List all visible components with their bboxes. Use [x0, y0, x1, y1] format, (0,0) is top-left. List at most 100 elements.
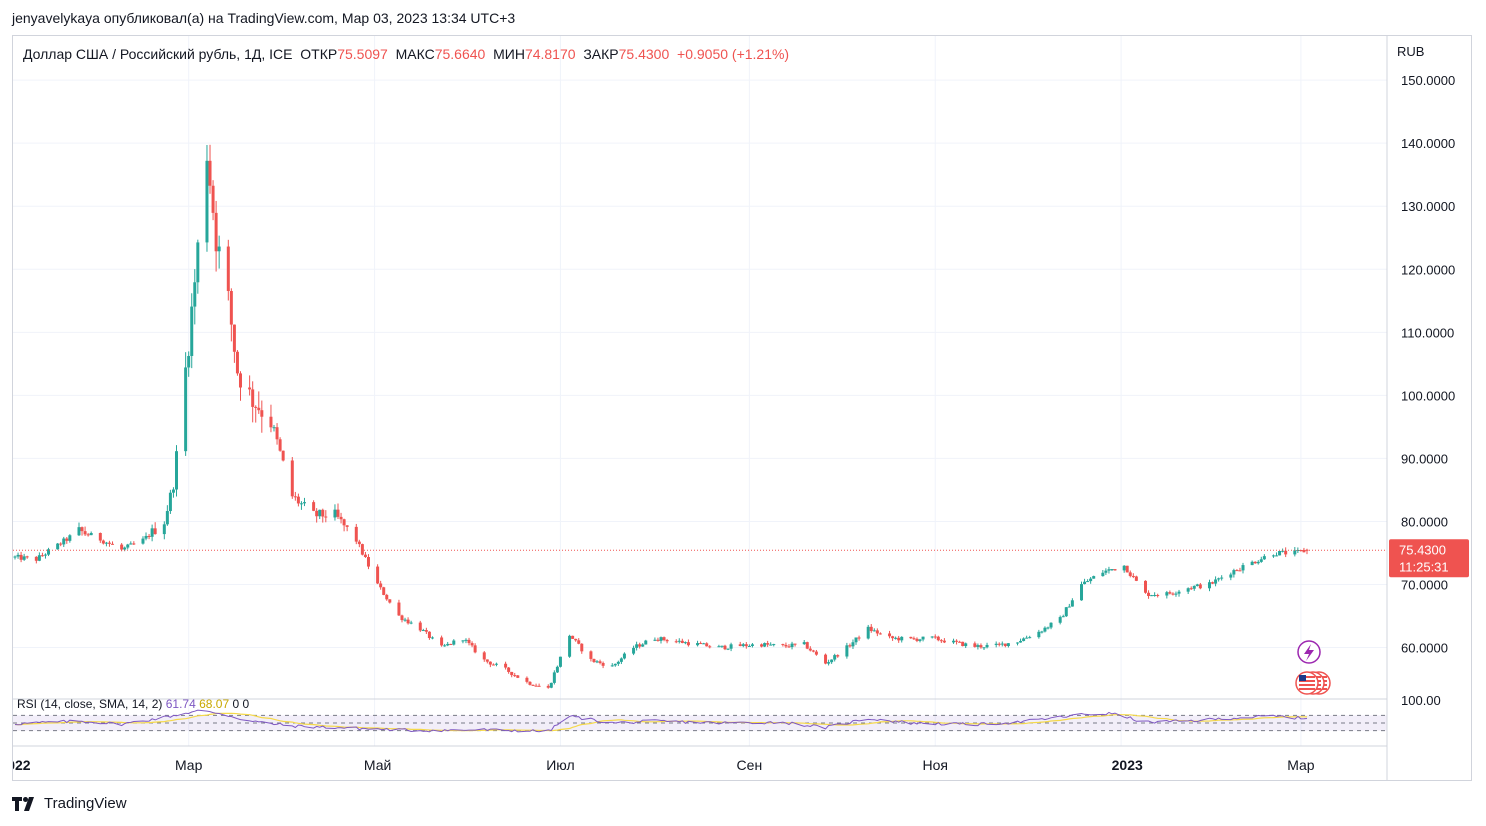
candle-body — [793, 643, 797, 645]
candle-body — [595, 661, 599, 663]
candle-body — [302, 502, 306, 504]
candle-body — [485, 659, 489, 662]
candle-body — [208, 160, 212, 186]
candle-body — [1198, 584, 1202, 589]
candle-body — [827, 662, 831, 664]
candle-body — [461, 640, 465, 642]
candle-body — [19, 554, 23, 560]
candle-body — [366, 557, 370, 567]
candle-body — [59, 543, 63, 545]
candle-body — [446, 643, 450, 646]
candle-body — [111, 543, 115, 545]
rsi-extra: 0 0 — [232, 697, 249, 711]
candle-body — [875, 630, 879, 634]
candle-body — [293, 496, 297, 498]
candle-body — [318, 509, 322, 517]
candle-body — [1302, 550, 1306, 553]
ohlc-legend: Доллар США / Российский рубль, 1Д, ICE О… — [23, 46, 789, 62]
candle-body — [43, 554, 47, 556]
candle-body — [150, 528, 154, 537]
candle-body — [1189, 588, 1193, 590]
candle-body — [589, 651, 593, 659]
candle-body — [513, 675, 517, 677]
candle-body — [193, 282, 197, 307]
price-tick-label: 70.0000 — [1401, 578, 1448, 593]
candle-body — [997, 643, 1001, 645]
candle-body — [1229, 574, 1233, 578]
candle-body — [525, 677, 529, 682]
candle-body — [1217, 578, 1221, 580]
candle-body — [744, 644, 748, 647]
candle-body — [482, 652, 486, 660]
candle-body — [1171, 593, 1175, 595]
candle-body — [644, 640, 648, 645]
candle-body — [342, 519, 346, 526]
candle-body — [251, 389, 255, 407]
candle-body — [205, 160, 209, 243]
candle-body — [1214, 579, 1218, 584]
candle-body — [424, 630, 428, 632]
candle-body — [299, 503, 303, 505]
candle-body — [851, 642, 855, 647]
candle-body — [1061, 616, 1065, 618]
candle-body — [750, 644, 754, 646]
candle-body — [1019, 640, 1023, 643]
rsi-value: 61.74 — [166, 697, 199, 711]
candle-body — [184, 367, 188, 452]
candle-body — [235, 351, 239, 374]
candle-body — [747, 645, 751, 647]
candle-body — [683, 642, 687, 644]
candle-body — [296, 496, 300, 504]
time-tick-label: 2023 — [1112, 757, 1143, 773]
candle-body — [272, 427, 276, 429]
candle-body — [632, 647, 636, 654]
candle-body — [802, 642, 806, 645]
candle-body — [56, 543, 60, 550]
candle-body — [613, 663, 617, 666]
candle-body — [1241, 565, 1245, 571]
candle-body — [129, 543, 133, 545]
rsi-pane: RSI (14, close, SMA, 14, 2) 61.74 68.07 … — [13, 697, 1387, 747]
candle-body — [994, 643, 998, 645]
candle-body — [1147, 592, 1151, 596]
candle-body — [912, 638, 916, 640]
candle-body — [25, 556, 29, 558]
candle-body — [120, 544, 124, 550]
candle-body — [531, 684, 535, 686]
time-tick-label: 2022 — [13, 757, 31, 773]
last-price-label: 75.4300 — [1399, 542, 1446, 557]
candle-body — [354, 526, 358, 542]
candle-body — [1131, 575, 1135, 577]
candle-body — [13, 556, 17, 558]
candle-body — [89, 532, 93, 536]
close-label: ЗАКР — [583, 46, 618, 62]
price-chart[interactable]: RSI (14, close, SMA, 14, 2) 61.74 68.07 … — [13, 36, 1471, 780]
candle-body — [275, 427, 279, 440]
candle-body — [80, 527, 84, 532]
candle-body — [1107, 569, 1111, 571]
price-tick-label: 130.0000 — [1401, 199, 1455, 214]
candle-body — [1232, 570, 1236, 575]
close-value: 75.4300 — [619, 46, 677, 62]
rsi-sma-value: 68.07 — [199, 697, 232, 711]
candle-body — [62, 538, 66, 545]
candle-body — [973, 643, 977, 647]
candle-body — [464, 639, 468, 641]
chart-panel[interactable]: RSI (14, close, SMA, 14, 2) 61.74 68.07 … — [12, 35, 1472, 781]
candle-body — [40, 555, 44, 557]
candle-body — [918, 639, 922, 641]
candle-body — [1256, 561, 1260, 564]
candle-body — [238, 373, 242, 388]
time-tick-label: Июл — [546, 757, 574, 773]
candle-body — [248, 387, 252, 390]
candle-body — [165, 511, 169, 525]
candle-body — [144, 535, 148, 539]
tradingview-logo[interactable]: TradingView — [12, 795, 127, 812]
candle-body — [568, 635, 572, 657]
low-value: 74.8170 — [525, 46, 583, 62]
candle-body — [104, 542, 108, 544]
countdown-label: 11:25:31 — [1399, 559, 1449, 574]
candle-body — [888, 633, 892, 637]
candle-body — [1022, 638, 1026, 641]
flag-stripe — [1299, 680, 1315, 682]
